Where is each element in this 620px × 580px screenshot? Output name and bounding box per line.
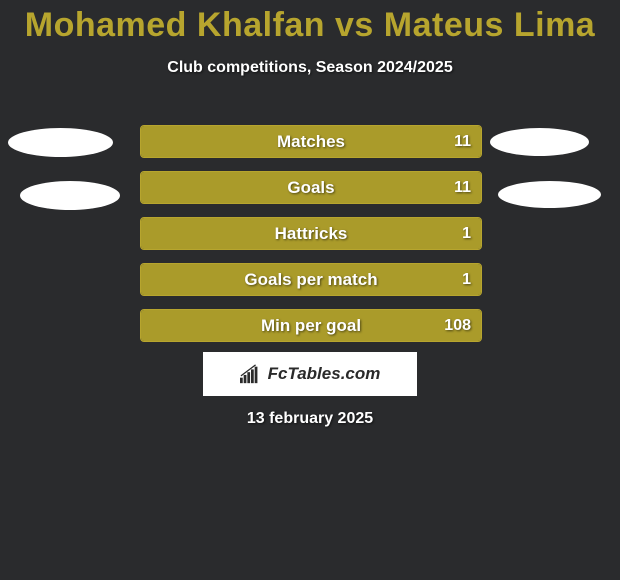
avatar-left-1: [20, 181, 120, 210]
stat-row-matches: Matches11: [140, 125, 482, 158]
subtitle: Club competitions, Season 2024/2025: [0, 59, 620, 77]
stat-row-goals-per-match: Goals per match1: [140, 263, 482, 296]
stat-row-fill: [141, 264, 481, 295]
page-title: Mohamed Khalfan vs Mateus Lima: [0, 0, 620, 45]
avatar-right-1: [498, 181, 601, 208]
stat-row-fill: [141, 172, 481, 203]
stat-row-min-per-goal: Min per goal108: [140, 309, 482, 342]
stat-row-hattricks: Hattricks1: [140, 217, 482, 250]
stat-row-fill: [141, 218, 481, 249]
comparison-chart: Matches11 Goals11 Hattricks1 Goals per matc…: [0, 107, 620, 347]
stat-row-fill: [141, 126, 481, 157]
date-line: 13 february 2025: [0, 410, 620, 428]
stat-row-fill: [141, 310, 481, 341]
avatar-left-0: [8, 128, 113, 157]
bar-chart-icon: [240, 364, 262, 384]
avatar-right-0: [490, 128, 589, 156]
logo-box: FcTables.com: [203, 352, 417, 396]
stat-row-goals: Goals11: [140, 171, 482, 204]
logo-text: FcTables.com: [268, 364, 381, 384]
